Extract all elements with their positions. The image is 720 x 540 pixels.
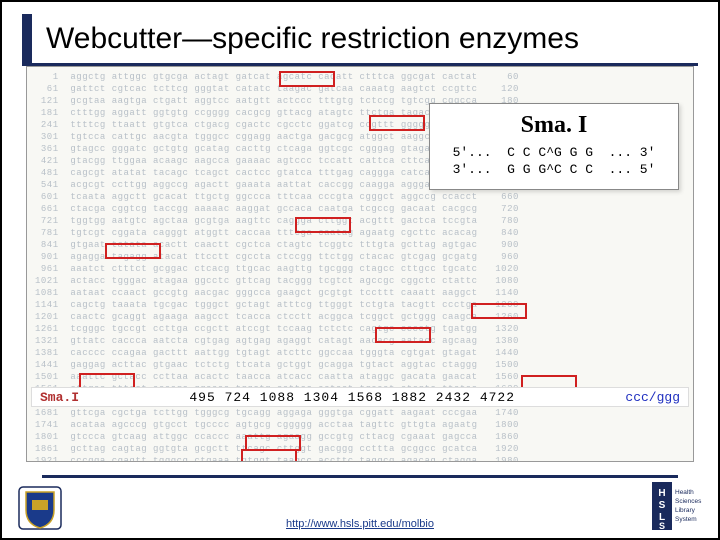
svg-text:Sciences: Sciences [675,498,702,505]
footer-link[interactable]: http://www.hsls.pitt.edu/molbio [286,518,434,530]
cut-site-highlight [471,303,527,319]
cut-site-highlight [241,449,297,462]
cut-site-highlight [279,71,335,87]
svg-text:S: S [659,500,666,511]
callout-enzyme-name: Sma. I [440,112,668,139]
enzyme-result-row: Sma.I 495 724 1088 1304 1568 1882 2432 4… [31,387,689,407]
slide-title: Webcutter—specific restriction enzymes [46,22,698,55]
enzyme-callout: Sma. I 5'... C C C^G G G ... 3' 3'... G … [429,103,679,190]
callout-seq-top: 5'... C C C^G G G ... 3' [440,145,668,162]
title-bar: Webcutter—specific restriction enzymes [22,14,698,66]
cut-site-highlight [375,327,431,343]
cut-site-highlight [369,115,425,131]
cut-site-highlight [105,243,161,259]
cut-positions: 495 724 1088 1304 1568 1882 2432 4722 [79,390,625,405]
svg-text:H: H [658,488,665,499]
callout-seq-bottom: 3'... G G G^C C C ... 5' [440,162,668,179]
cut-site-highlight [295,217,351,233]
svg-text:Library: Library [675,507,696,514]
divider [42,475,678,478]
sequence-panel: 1 aggctg attggc gtgcga actagt gatcat agc… [26,66,694,462]
recognition-sequence: ccc/ggg [625,390,680,405]
result-enzyme-name: Sma.I [40,390,79,405]
footer: http://www.hsls.pitt.edu/molbio [2,514,718,532]
svg-text:Health: Health [675,489,694,496]
